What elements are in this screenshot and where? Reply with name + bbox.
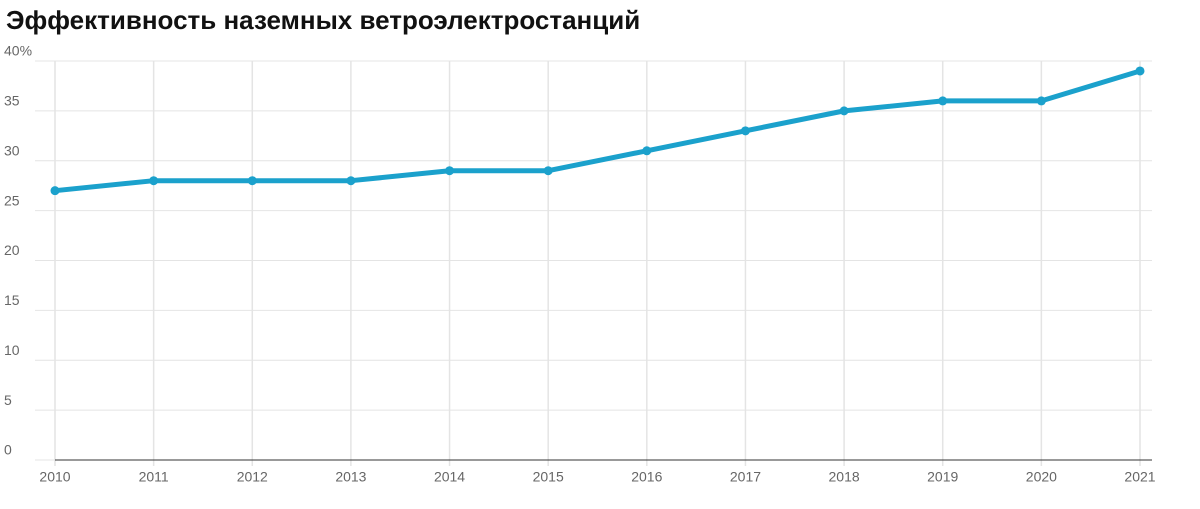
x-tick-label: 2014	[434, 469, 465, 485]
x-tick-label: 2020	[1026, 469, 1057, 485]
line	[54, 68, 1141, 194]
x-tick-label: 2018	[829, 469, 860, 485]
x-tick-label: 2012	[237, 469, 268, 485]
y-tick-label: 40%	[4, 43, 32, 59]
x-tick-label: 2016	[631, 469, 662, 485]
point	[642, 146, 652, 156]
y-tick-label: 20	[4, 242, 20, 258]
y-tick-label: 25	[4, 192, 20, 208]
point	[1036, 96, 1046, 106]
x-tick-label: 2017	[730, 469, 761, 485]
point	[445, 166, 455, 176]
y-tick-label: 5	[4, 392, 12, 408]
y-tick-label: 15	[4, 292, 20, 308]
y-tick-label: 0	[4, 442, 12, 458]
point	[149, 176, 159, 186]
point	[839, 106, 849, 116]
x-tick-label: 2013	[335, 469, 366, 485]
y-tick-label: 35	[4, 93, 20, 109]
y-tick-label: 30	[4, 142, 20, 158]
x-tick-label: 2011	[139, 469, 169, 485]
point	[1135, 66, 1145, 76]
y-tick-label: 10	[4, 342, 20, 358]
x-tick-label: 2010	[39, 469, 70, 485]
x-tick-label: 2015	[533, 469, 564, 485]
point	[543, 166, 553, 176]
x-tick-label: 2021	[1124, 469, 1155, 485]
chart-title: Эффективность наземных ветроэлектростанц…	[6, 5, 640, 35]
point	[740, 126, 750, 136]
x-tick-label: 2019	[927, 469, 958, 485]
point	[938, 96, 948, 106]
point	[50, 186, 60, 196]
point	[346, 176, 356, 186]
point	[247, 176, 257, 186]
